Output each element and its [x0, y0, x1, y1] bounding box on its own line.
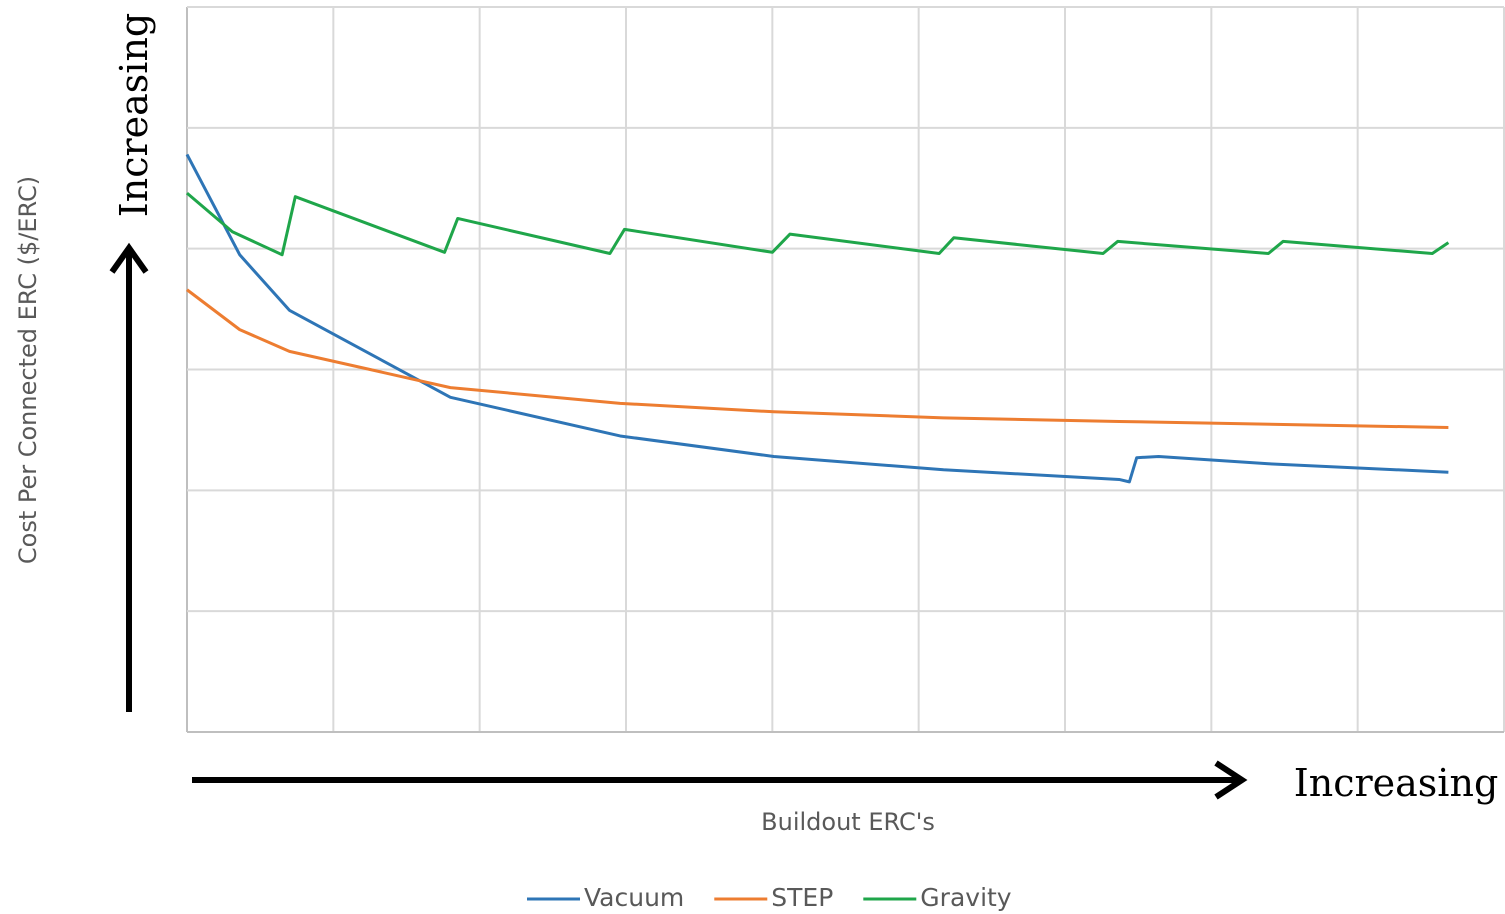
series-line — [185, 153, 1449, 484]
legend-label: Gravity — [920, 883, 1012, 912]
series-line — [186, 288, 1449, 429]
x-arrow-head — [1214, 760, 1248, 800]
y-arrow-head — [109, 242, 149, 274]
legend-label: Vacuum — [584, 883, 684, 912]
y-axis-label: Cost Per Connected ERC ($/ERC) — [14, 176, 42, 564]
x-annotation: Increasing — [1294, 761, 1499, 805]
x-axis-label: Buildout ERC's — [761, 808, 935, 836]
y-annotation: Increasing — [112, 13, 156, 218]
series-line — [186, 191, 1450, 257]
legend-label: STEP — [771, 883, 833, 912]
